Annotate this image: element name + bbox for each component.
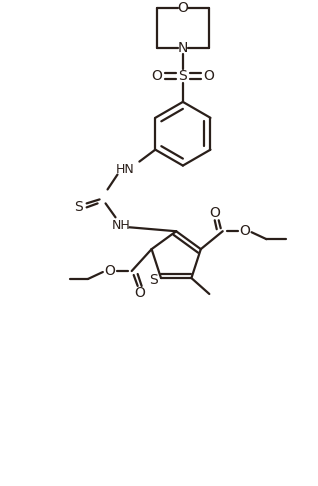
Text: O: O xyxy=(134,286,145,300)
Text: O: O xyxy=(104,264,115,278)
Text: S: S xyxy=(178,69,187,83)
Text: O: O xyxy=(209,207,220,220)
Text: N: N xyxy=(178,41,188,55)
Text: O: O xyxy=(239,224,250,238)
Text: HN: HN xyxy=(116,163,135,176)
Text: S: S xyxy=(149,273,157,287)
Text: O: O xyxy=(203,69,214,83)
Text: O: O xyxy=(152,69,162,83)
Text: O: O xyxy=(177,1,188,16)
Text: NH: NH xyxy=(112,219,131,232)
Text: S: S xyxy=(74,200,83,214)
